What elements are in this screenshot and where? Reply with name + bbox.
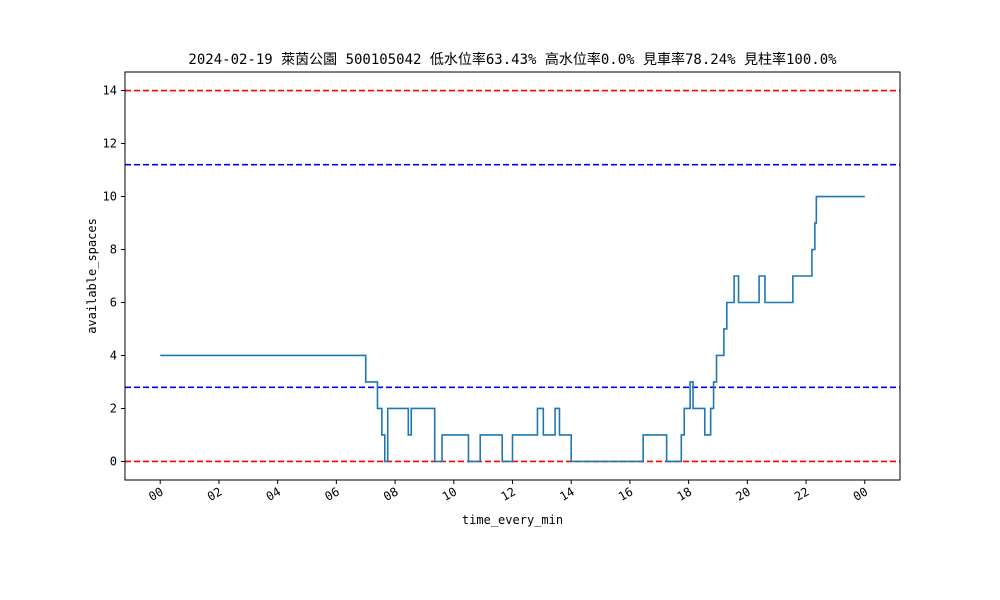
x-tick-label-7: 14 — [557, 484, 577, 503]
x-axis-label: time_every_min — [462, 513, 563, 527]
x-tick-label-11: 22 — [792, 484, 812, 503]
x-tick-label-9: 18 — [675, 484, 695, 503]
chart-title: 2024-02-19 萊茵公園 500105042 低水位率63.43% 高水位… — [188, 51, 837, 68]
x-tick-label-5: 10 — [440, 484, 460, 503]
y-tick-label-0: 0 — [110, 454, 117, 468]
series-layer — [160, 195, 865, 463]
y-tick-label-4: 8 — [110, 243, 117, 257]
y-tick-label-6: 12 — [103, 137, 117, 151]
y-tick-label-7: 14 — [103, 84, 117, 98]
y-tick-label-3: 6 — [110, 295, 117, 309]
series-line-0 — [160, 195, 865, 463]
x-tick-label-12: 00 — [851, 484, 871, 503]
x-tick-label-8: 16 — [616, 484, 636, 503]
x-tick-label-2: 04 — [264, 484, 284, 503]
y-tick-label-1: 2 — [110, 401, 117, 415]
x-tick-label-6: 12 — [498, 484, 518, 503]
x-tick-label-0: 00 — [146, 484, 166, 503]
plot-frame — [124, 71, 901, 481]
x-tick-label-1: 02 — [205, 484, 225, 503]
y-tick-label-5: 10 — [103, 190, 117, 204]
y-axis-label: available_spaces — [85, 218, 99, 334]
x-axis: 00 02 04 06 08 10 12 14 16 18 20 22 00 — [146, 480, 870, 504]
x-tick-label-3: 06 — [322, 484, 342, 503]
x-tick-label-4: 08 — [381, 484, 401, 503]
y-axis: 0 2 4 6 8 10 12 14 — [103, 84, 125, 468]
reference-lines — [125, 89, 900, 463]
y-tick-label-2: 4 — [110, 348, 117, 362]
x-tick-label-10: 20 — [733, 484, 753, 503]
